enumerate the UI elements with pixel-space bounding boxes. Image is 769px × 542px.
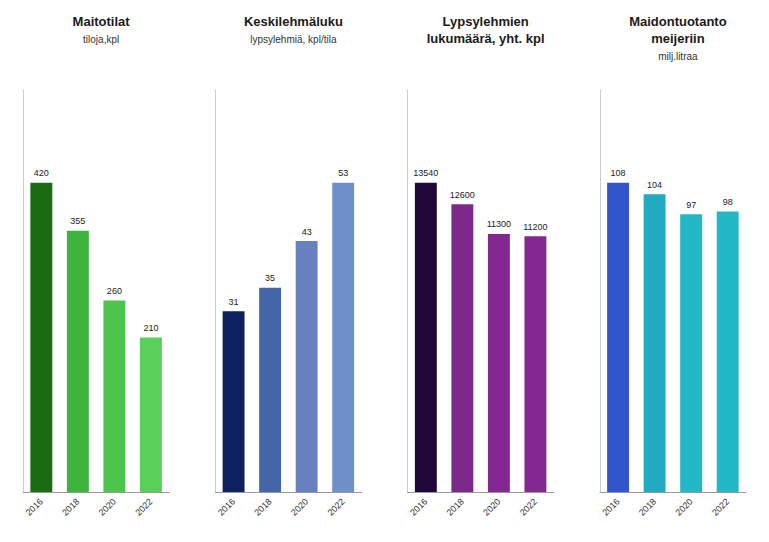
svg-text:97: 97 <box>686 200 696 210</box>
svg-text:35: 35 <box>265 273 275 283</box>
svg-text:31: 31 <box>229 297 239 307</box>
svg-text:milj.litraa: milj.litraa <box>658 51 698 62</box>
svg-text:108: 108 <box>611 168 626 178</box>
svg-text:260: 260 <box>107 286 122 296</box>
svg-text:Lypsylehmien: Lypsylehmien <box>443 14 529 29</box>
svg-text:lukumäärä, yht. kpl: lukumäärä, yht. kpl <box>427 31 545 46</box>
svg-text:11300: 11300 <box>487 219 511 229</box>
svg-text:420: 420 <box>34 168 49 178</box>
svg-text:104: 104 <box>647 180 662 190</box>
svg-text:2020: 2020 <box>289 496 310 517</box>
svg-text:12600: 12600 <box>450 190 475 200</box>
svg-text:tiloja,kpl: tiloja,kpl <box>83 34 119 45</box>
svg-text:meijeriin: meijeriin <box>651 31 705 46</box>
svg-text:lypsylehmiä, kpl/tila: lypsylehmiä, kpl/tila <box>250 34 337 45</box>
svg-text:Maidontuotanto: Maidontuotanto <box>629 14 727 29</box>
svg-text:2022: 2022 <box>325 496 346 517</box>
svg-text:11200: 11200 <box>523 222 547 232</box>
svg-text:2022: 2022 <box>710 496 731 517</box>
svg-text:98: 98 <box>723 197 733 207</box>
svg-text:2020: 2020 <box>481 496 502 517</box>
svg-text:2016: 2016 <box>216 496 237 517</box>
svg-text:2016: 2016 <box>600 496 621 517</box>
svg-text:43: 43 <box>302 227 312 237</box>
svg-text:2018: 2018 <box>60 496 81 517</box>
svg-text:2022: 2022 <box>518 496 539 517</box>
svg-text:Keskilehmäluku: Keskilehmäluku <box>244 14 343 29</box>
svg-text:2020: 2020 <box>673 496 694 517</box>
svg-text:13540: 13540 <box>413 168 438 178</box>
svg-text:355: 355 <box>70 216 85 226</box>
svg-text:2016: 2016 <box>24 496 45 517</box>
svg-text:2022: 2022 <box>133 496 154 517</box>
svg-text:2020: 2020 <box>97 496 118 517</box>
svg-text:53: 53 <box>338 168 348 178</box>
svg-text:210: 210 <box>143 323 158 333</box>
svg-text:2016: 2016 <box>408 496 429 517</box>
svg-text:2018: 2018 <box>252 496 273 517</box>
svg-text:2018: 2018 <box>445 496 466 517</box>
svg-text:Maitotilat: Maitotilat <box>73 14 131 29</box>
svg-text:2018: 2018 <box>637 496 658 517</box>
